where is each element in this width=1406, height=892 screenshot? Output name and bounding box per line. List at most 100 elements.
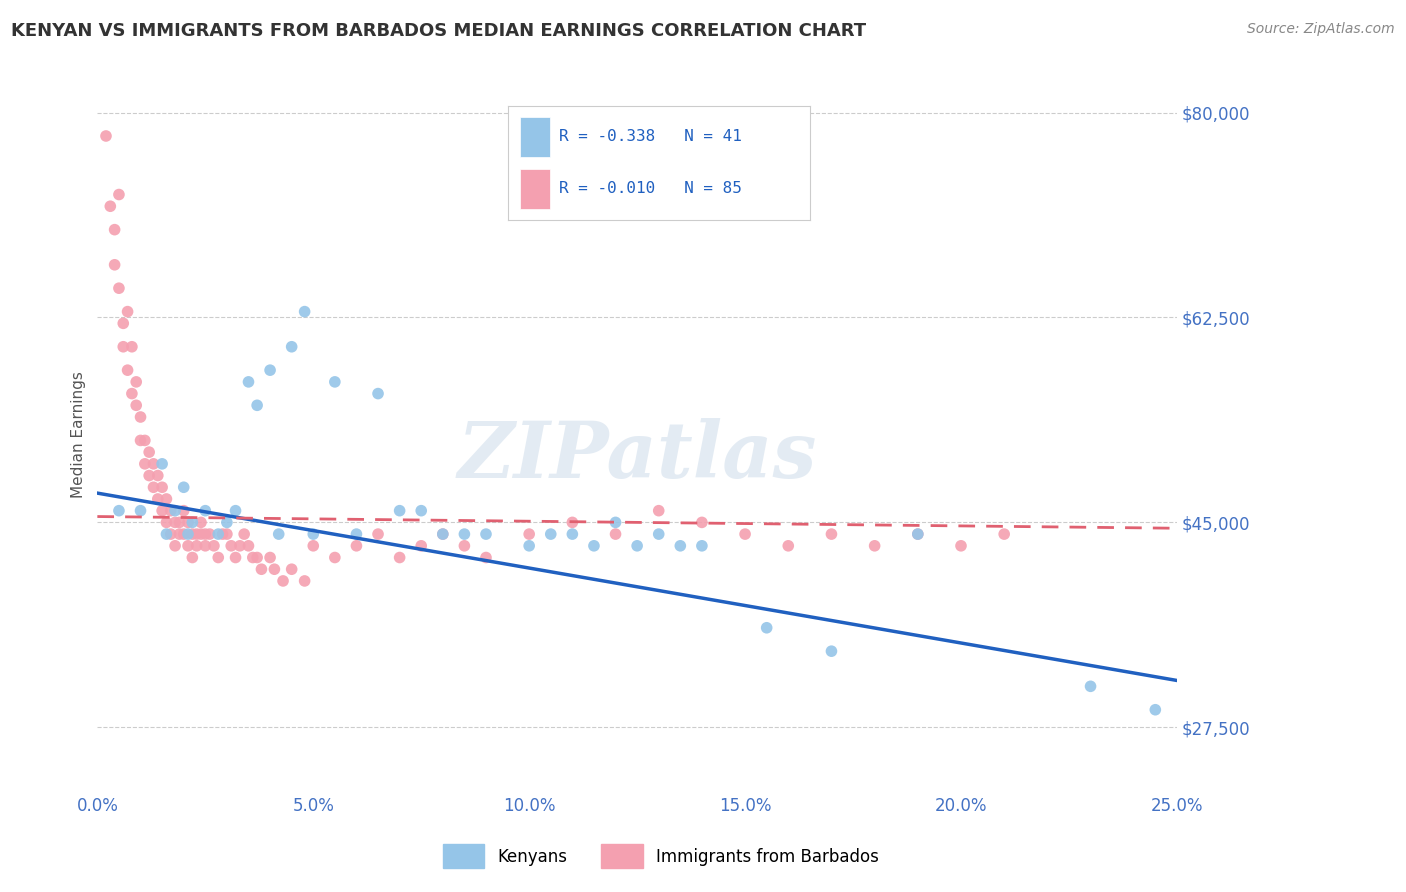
Point: [475, 550, 498, 565]
Point: [108, 281, 131, 295]
Bar: [520, 169, 550, 209]
Text: R = -0.338   N = 41: R = -0.338 N = 41: [560, 129, 742, 145]
Point: [129, 434, 152, 448]
Point: [177, 516, 200, 530]
Point: [238, 375, 260, 389]
Point: [561, 527, 583, 541]
Point: [432, 527, 454, 541]
Point: [104, 258, 127, 272]
Point: [108, 504, 131, 518]
Point: [280, 562, 302, 576]
Point: [367, 386, 389, 401]
Point: [98, 199, 121, 213]
Point: [202, 539, 225, 553]
Point: [225, 504, 247, 518]
Point: [263, 562, 285, 576]
Point: [117, 363, 139, 377]
Y-axis label: Median Earnings: Median Earnings: [72, 371, 86, 498]
Point: [294, 304, 316, 318]
Point: [104, 222, 127, 236]
Point: [94, 128, 117, 143]
Point: [950, 539, 973, 553]
Point: [169, 516, 191, 530]
Point: [225, 550, 247, 565]
Point: [820, 527, 842, 541]
Point: [190, 527, 212, 541]
Point: [271, 574, 294, 588]
Point: [259, 550, 281, 565]
Point: [734, 527, 756, 541]
Point: [346, 527, 368, 541]
Point: [125, 375, 148, 389]
Point: [648, 504, 671, 518]
Point: [207, 527, 229, 541]
Point: [302, 539, 325, 553]
Point: [150, 457, 173, 471]
Point: [605, 527, 627, 541]
Point: [150, 480, 173, 494]
Point: [517, 539, 540, 553]
Point: [233, 527, 256, 541]
Point: [134, 457, 156, 471]
Point: [626, 539, 648, 553]
Point: [194, 539, 217, 553]
Point: [181, 527, 204, 541]
Point: [211, 527, 233, 541]
Text: ZIPatlas: ZIPatlas: [457, 417, 817, 494]
Point: [294, 574, 316, 588]
Point: [194, 527, 217, 541]
Point: [302, 527, 325, 541]
Point: [246, 398, 269, 412]
Point: [690, 539, 713, 553]
Point: [215, 516, 238, 530]
Point: [1080, 679, 1102, 693]
Point: [669, 539, 692, 553]
Point: [129, 409, 152, 424]
Point: [582, 539, 605, 553]
Point: [165, 516, 187, 530]
Text: R = -0.010   N = 85: R = -0.010 N = 85: [560, 181, 742, 195]
Point: [169, 527, 191, 541]
Point: [561, 516, 583, 530]
Point: [194, 504, 217, 518]
Point: [215, 527, 238, 541]
Point: [229, 539, 252, 553]
Point: [411, 504, 433, 518]
Point: [367, 527, 389, 541]
Point: [907, 527, 929, 541]
Point: [121, 386, 143, 401]
Point: [648, 527, 671, 541]
Point: [146, 468, 169, 483]
Text: Source: ZipAtlas.com: Source: ZipAtlas.com: [1247, 22, 1395, 37]
Point: [346, 539, 368, 553]
Point: [993, 527, 1015, 541]
Point: [186, 539, 208, 553]
Point: [150, 504, 173, 518]
Point: [134, 434, 156, 448]
Point: [242, 550, 264, 565]
Point: [173, 504, 195, 518]
Point: [517, 527, 540, 541]
Point: [198, 527, 221, 541]
Point: [207, 550, 229, 565]
Point: [142, 457, 165, 471]
Point: [453, 527, 475, 541]
Point: [165, 504, 187, 518]
Point: [540, 527, 562, 541]
Point: [186, 527, 208, 541]
Point: [173, 527, 195, 541]
Point: [159, 527, 181, 541]
Point: [453, 539, 475, 553]
Point: [411, 539, 433, 553]
Point: [112, 340, 135, 354]
Point: [267, 527, 290, 541]
Point: [907, 527, 929, 541]
Point: [246, 550, 269, 565]
Text: KENYAN VS IMMIGRANTS FROM BARBADOS MEDIAN EARNINGS CORRELATION CHART: KENYAN VS IMMIGRANTS FROM BARBADOS MEDIA…: [11, 22, 866, 40]
Point: [155, 491, 177, 506]
Point: [129, 504, 152, 518]
Point: [125, 398, 148, 412]
Point: [181, 516, 204, 530]
Point: [165, 539, 187, 553]
Point: [121, 340, 143, 354]
